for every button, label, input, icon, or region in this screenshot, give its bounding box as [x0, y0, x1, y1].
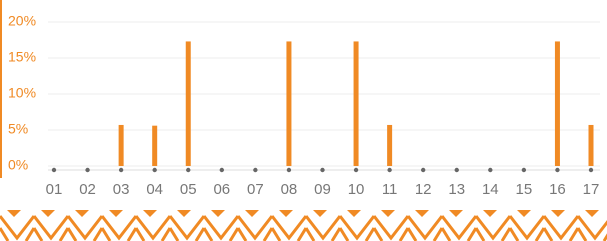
bar	[286, 41, 291, 166]
chart: 0% 5% 10% 15% 20% 01 02 03 04 05 06 07 08 09 10 11 12 13 1…	[0, 0, 607, 241]
y-tick-label: 0%	[8, 157, 28, 173]
bar	[555, 41, 560, 166]
y-tick-label: 5%	[8, 121, 28, 137]
zigzag-decoration	[0, 208, 607, 241]
x-tick-label: 09	[314, 181, 331, 198]
x-tick-label: 08	[281, 181, 298, 198]
x-tick-dot	[522, 168, 526, 172]
x-tick-label: 13	[448, 181, 465, 198]
x-tick-label: 06	[213, 181, 230, 198]
bar	[119, 125, 124, 166]
y-tick-label: 15%	[8, 49, 36, 65]
x-tick-dot	[253, 168, 257, 172]
x-tick-dot	[119, 168, 123, 172]
x-tick-dot	[589, 168, 593, 172]
x-tick-dot	[555, 168, 559, 172]
x-tick-dot	[186, 168, 190, 172]
x-tick-label: 05	[180, 181, 197, 198]
x-tick-label: 12	[415, 181, 432, 198]
x-tick-label: 01	[46, 181, 63, 198]
x-tick-dot	[52, 168, 56, 172]
x-tick-label: 14	[482, 181, 499, 198]
x-tick-label: 15	[516, 181, 533, 198]
x-tick-label: 07	[247, 181, 264, 198]
x-tick-dot	[387, 168, 391, 172]
y-tick-label: 20%	[8, 13, 36, 29]
x-tick-label: 11	[382, 181, 398, 198]
bar	[354, 41, 359, 166]
x-tick-label: 16	[549, 181, 566, 198]
x-tick-dot	[421, 168, 425, 172]
y-tick-label: 10%	[8, 85, 36, 101]
bar	[152, 126, 157, 166]
x-tick-dot	[220, 168, 224, 172]
x-tick-dot	[354, 168, 358, 172]
x-tick-label: 17	[583, 181, 600, 198]
x-tick-label: 04	[146, 181, 163, 198]
x-tick-dot	[85, 168, 89, 172]
bar	[387, 125, 392, 166]
bar	[589, 125, 594, 166]
x-tick-dot	[152, 168, 156, 172]
x-tick-label: 02	[79, 181, 96, 198]
x-tick-dot	[488, 168, 492, 172]
x-tick-dot	[320, 168, 324, 172]
x-tick-dot	[455, 168, 459, 172]
x-tick-dot	[287, 168, 291, 172]
x-tick-label: 03	[113, 181, 130, 198]
x-tick-label: 10	[348, 181, 365, 198]
bar	[186, 41, 191, 166]
